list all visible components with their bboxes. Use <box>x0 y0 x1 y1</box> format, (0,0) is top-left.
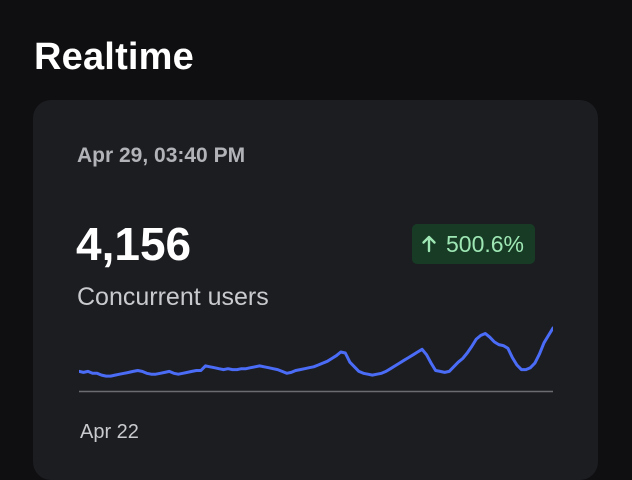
metric-label: Concurrent users <box>77 283 269 311</box>
realtime-card: Apr 29, 03:40 PM 4,156 500.6% Concurrent… <box>33 100 598 480</box>
arrow-up-icon <box>422 235 436 253</box>
sparkline-chart <box>79 326 553 393</box>
change-badge: 500.6% <box>412 224 536 264</box>
timestamp: Apr 29, 03:40 PM <box>77 144 246 167</box>
change-percent: 500.6% <box>446 230 525 257</box>
sparkline-series-line <box>79 326 553 378</box>
x-axis-start-label: Apr 22 <box>80 421 139 443</box>
concurrent-users-value: 4,156 <box>76 218 192 270</box>
page-title: Realtime <box>34 36 195 78</box>
